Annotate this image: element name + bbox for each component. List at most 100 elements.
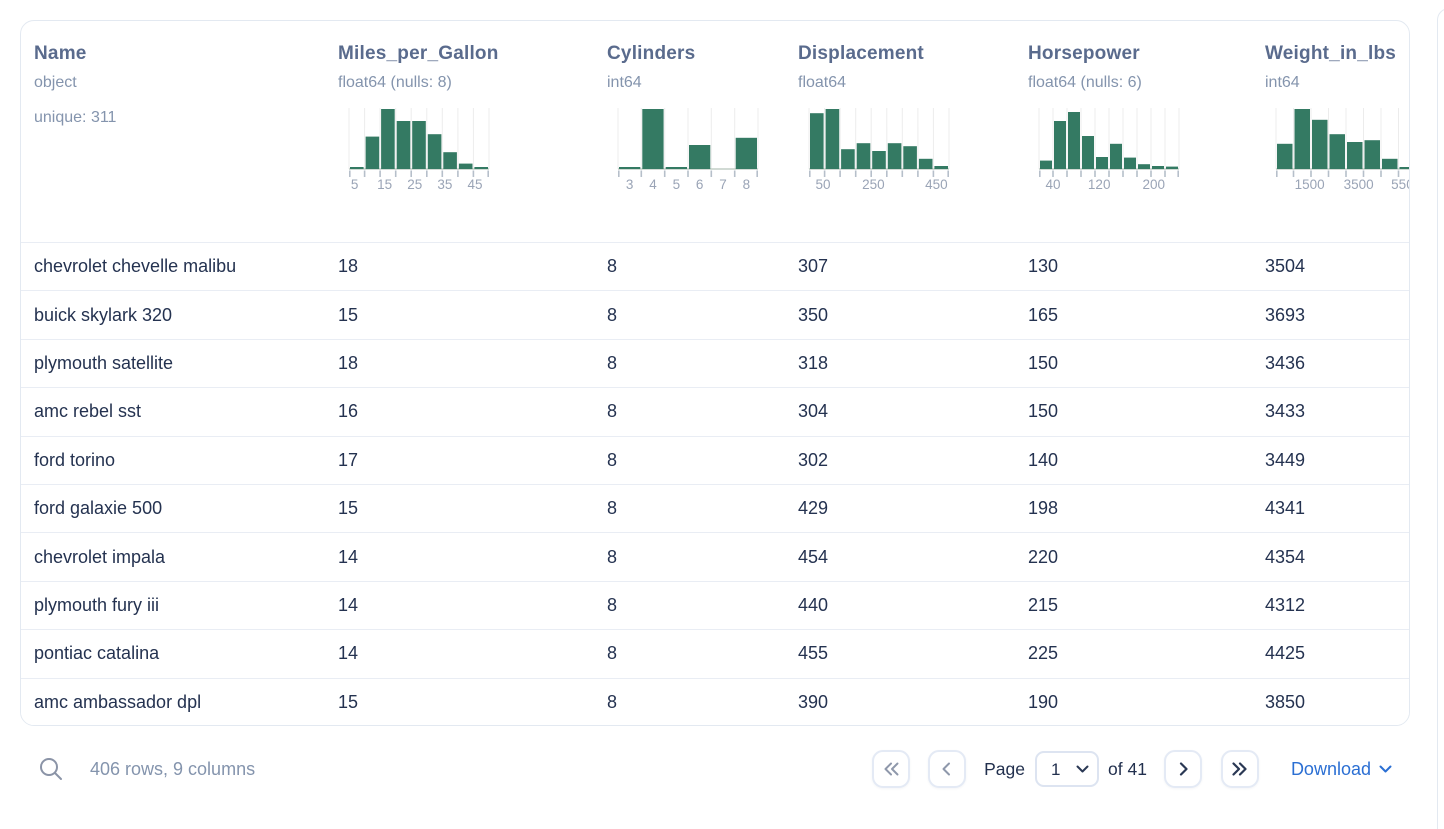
table-cell: plymouth satellite	[34, 352, 174, 373]
table-cell: 4425	[1265, 643, 1306, 664]
chevron-right-icon	[1175, 761, 1191, 777]
column-header-displacement[interactable]: Displacement float64 50 250 450	[798, 21, 1028, 242]
table-cell: 390	[798, 691, 829, 712]
table-cell: 130	[1028, 256, 1059, 277]
table-cell: 3449	[1265, 449, 1306, 470]
table-cell: 3693	[1265, 304, 1306, 325]
table-cell: 8	[607, 691, 618, 712]
table-cell: 318	[798, 352, 829, 373]
column-header-cylinders[interactable]: Cylinders int64 3 4 5 6 7 8	[607, 21, 798, 242]
table-row[interactable]: pontiac catalina 14 8 455 225 4425	[21, 630, 1409, 679]
svg-text:450: 450	[925, 177, 948, 192]
svg-text:25: 25	[407, 177, 422, 192]
svg-text:120: 120	[1088, 177, 1111, 192]
table-cell: 440	[798, 594, 829, 615]
table-body: chevrolet chevelle malibu 18 8 307 130 3504 bu…	[21, 242, 1409, 725]
svg-text:8: 8	[743, 177, 751, 192]
page-select[interactable]: 1	[1035, 751, 1099, 787]
last-page-button[interactable]	[1220, 750, 1259, 788]
table-cell: 150	[1028, 352, 1059, 373]
table-row[interactable]: amc rebel sst 16 8 304 150 3433	[21, 388, 1409, 437]
previous-page-button[interactable]	[928, 750, 967, 788]
column-header-name[interactable]: Name object unique: 311	[21, 21, 338, 242]
table-cell: 198	[1028, 498, 1059, 519]
table-cell: 8	[607, 643, 618, 664]
svg-text:1500: 1500	[1295, 177, 1325, 192]
table-cell: 4354	[1265, 546, 1306, 567]
table-cell: 14	[338, 546, 359, 567]
table-cell: 3504	[1265, 256, 1306, 277]
table-cell: chevrolet impala	[34, 546, 166, 567]
table-cell: 14	[338, 643, 359, 664]
table-cell: 8	[607, 401, 618, 422]
download-menu[interactable]: Download	[1291, 759, 1393, 780]
page-count-label: of 41	[1108, 758, 1147, 779]
table-cell: buick skylark 320	[34, 304, 173, 325]
chevron-left-icon	[939, 761, 955, 777]
column-header-miles_per_gallon[interactable]: Miles_per_Gallon float64 (nulls: 8) 5 15 25 3…	[338, 21, 607, 242]
column-dtype: object	[34, 74, 77, 91]
table-cell: 190	[1028, 691, 1059, 712]
table-cell: 8	[607, 256, 618, 277]
table-cell: 215	[1028, 594, 1059, 615]
table-cell: 17	[338, 449, 359, 470]
table-cell: 302	[798, 449, 829, 470]
table-row[interactable]: amc ambassador dpl 15 8 390 190 3850	[21, 678, 1409, 725]
table-cell: plymouth fury iii	[34, 594, 160, 615]
table-cell: 18	[338, 352, 359, 373]
svg-text:5500: 5500	[1391, 177, 1410, 192]
table-cell: 165	[1028, 304, 1059, 325]
svg-text:250: 250	[862, 177, 885, 192]
column-histogram: 1500 3500 5500	[1275, 108, 1410, 192]
double-chevron-right-icon	[1230, 761, 1249, 777]
table-cell: 3436	[1265, 352, 1306, 373]
column-title: Cylinders	[607, 43, 696, 64]
table-row[interactable]: buick skylark 320 15 8 350 165 3693	[21, 291, 1409, 340]
table-cell: amc ambassador dpl	[34, 691, 202, 712]
table-cell: 454	[798, 546, 829, 567]
column-dtype: int64	[1265, 74, 1300, 91]
table-cell: 14	[338, 594, 359, 615]
next-page-button[interactable]	[1163, 750, 1202, 788]
table-cell: 307	[798, 256, 829, 277]
data-table-card: Name object unique: 311 Miles_per_Gallon flo…	[20, 20, 1410, 726]
table-cell: 18	[338, 256, 359, 277]
table-header-row: Name object unique: 311 Miles_per_Gallon flo…	[21, 21, 1409, 242]
svg-text:45: 45	[467, 177, 482, 192]
column-histogram: 50 250 450	[808, 108, 950, 192]
adjacent-panel-edge	[1437, 8, 1444, 829]
table-cell: amc rebel sst	[34, 401, 142, 422]
table-cell: 8	[607, 304, 618, 325]
column-title: Name	[34, 43, 87, 64]
table-row[interactable]: chevrolet impala 14 8 454 220 4354	[21, 533, 1409, 582]
table-row[interactable]: plymouth satellite 18 8 318 150 3436	[21, 339, 1409, 389]
column-dtype: float64 (nulls: 8)	[338, 74, 452, 91]
double-chevron-left-icon	[882, 761, 901, 777]
table-cell: chevrolet chevelle malibu	[34, 256, 237, 277]
column-header-weight_in_lbs[interactable]: Weight_in_lbs int64 1500 3500 5500	[1265, 21, 1410, 242]
column-histogram: 40 120 200	[1038, 108, 1180, 192]
table-row[interactable]: ford galaxie 500 15 8 429 198 4341	[21, 484, 1409, 534]
search-icon[interactable]	[38, 756, 64, 782]
chevron-down-icon	[1378, 762, 1393, 776]
page-label: Page	[984, 758, 1025, 779]
svg-text:5: 5	[673, 177, 681, 192]
first-page-button[interactable]	[872, 750, 911, 788]
table-cell: 16	[338, 401, 359, 422]
table-cell: 3433	[1265, 401, 1306, 422]
table-cell: 15	[338, 691, 359, 712]
svg-text:3: 3	[626, 177, 634, 192]
table-cell: 8	[607, 498, 618, 519]
table-cell: 8	[607, 594, 618, 615]
table-cell: 350	[798, 304, 829, 325]
table-row[interactable]: ford torino 17 8 302 140 3449	[21, 436, 1409, 485]
table-cell: 15	[338, 498, 359, 519]
table-row[interactable]: chevrolet chevelle malibu 18 8 307 130 3504	[21, 243, 1409, 292]
svg-text:15: 15	[377, 177, 392, 192]
column-dtype: int64	[607, 74, 642, 91]
table-cell: 8	[607, 352, 618, 373]
svg-text:4: 4	[649, 177, 657, 192]
table-row[interactable]: plymouth fury iii 14 8 440 215 4312	[21, 581, 1409, 631]
column-header-horsepower[interactable]: Horsepower float64 (nulls: 6) 40 120 200	[1028, 21, 1265, 242]
table-cell: 429	[798, 498, 829, 519]
